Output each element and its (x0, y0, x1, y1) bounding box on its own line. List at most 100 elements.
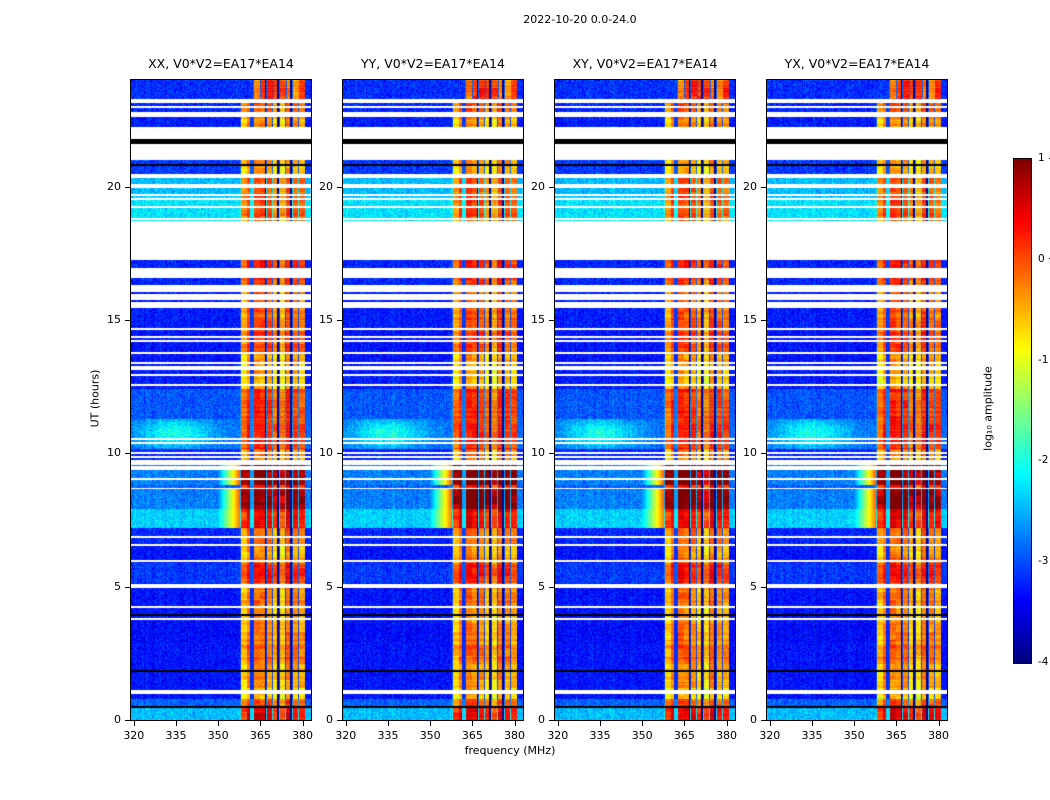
x-tick (600, 721, 601, 726)
x-tick (769, 721, 771, 726)
colorbar-label: log₁₀ amplitude (981, 366, 995, 451)
x-tick (726, 721, 728, 726)
y-tick (337, 320, 342, 321)
panel-yx: YX, V0*V2=EA17*EA14 0 5 10 15 20 320 335 350 365 3… (743, 56, 949, 742)
x-tick (345, 721, 347, 726)
colorbar-tick-label: 0 (1038, 252, 1050, 266)
y-tick-label: 20 (743, 179, 757, 193)
y-axis-label: UT (hours) (88, 369, 102, 428)
y-tick (125, 453, 130, 455)
spectrogram-canvas (767, 80, 947, 720)
y-tick-label: 0 (114, 713, 121, 726)
x-tick-label: 350 (419, 729, 441, 742)
x-tick (133, 721, 135, 726)
x-tick (514, 721, 516, 726)
y-tick (125, 186, 130, 188)
colorbar-tick-label: -2 (1038, 454, 1049, 467)
x-tick-label: 350 (207, 729, 229, 742)
spectrogram-frame (342, 79, 524, 721)
y-tick (549, 186, 554, 188)
x-tick (302, 721, 304, 726)
figure-title: 2022-10-20 0.0-24.0 (523, 13, 637, 26)
y-tick-label: 10 (107, 446, 121, 460)
x-tick-label: 335 (165, 729, 187, 742)
x-tick (684, 721, 686, 726)
x-tick-label: 380 (292, 729, 314, 742)
colorbar-tick-label: 1 (1038, 151, 1050, 165)
y-tick (549, 453, 554, 455)
y-tick-label: 15 (743, 313, 757, 326)
x-tick (642, 721, 644, 726)
panel-yy: YY, V0*V2=EA17*EA14 0 5 10 15 20 320 335 350 365 3… (319, 56, 525, 742)
x-tick-label: 335 (377, 729, 399, 742)
colorbar-tick-label: -3 (1038, 555, 1049, 568)
panel-xx: XX, V0*V2=EA17*EA14 0 5 10 15 20 320 335 350 365 3… (107, 56, 313, 742)
x-tick-label: 365 (885, 729, 907, 742)
x-tick-label: 365 (249, 729, 271, 742)
x-tick-label: 320 (759, 729, 781, 742)
x-tick-label: 380 (928, 729, 950, 742)
x-tick (812, 721, 813, 726)
y-tick (125, 586, 130, 588)
panel-title: YY, V0*V2=EA17*EA14 (361, 56, 505, 71)
x-tick (472, 721, 474, 726)
y-tick-label: 15 (531, 313, 545, 326)
y-tick (549, 720, 554, 721)
colorbar-gradient (1013, 158, 1032, 664)
y-tick (125, 720, 130, 721)
spectrogram-canvas (555, 80, 735, 720)
y-tick-label: 0 (538, 713, 545, 726)
y-tick (337, 586, 342, 588)
panel-xy: XY, V0*V2=EA17*EA14 0 5 10 15 20 320 335 350 365 3… (531, 56, 737, 742)
x-tick-label: 365 (461, 729, 483, 742)
y-tick-label: 15 (107, 313, 121, 326)
y-tick-label: 5 (114, 579, 121, 593)
x-tick (557, 721, 559, 726)
spectrogram-canvas (131, 80, 311, 720)
y-tick (761, 720, 766, 721)
x-tick (388, 721, 389, 726)
x-tick-label: 380 (504, 729, 526, 742)
x-tick-label: 350 (843, 729, 865, 742)
y-tick-label: 0 (750, 713, 757, 726)
y-tick (761, 453, 766, 455)
y-tick-label: 20 (319, 179, 333, 193)
y-tick (761, 320, 766, 321)
spectrogram-frame (554, 79, 736, 721)
y-tick (761, 586, 766, 588)
y-tick-label: 20 (531, 179, 545, 193)
x-tick (218, 721, 220, 726)
panel-title: XX, V0*V2=EA17*EA14 (148, 56, 294, 71)
panel-title: YX, V0*V2=EA17*EA14 (784, 56, 930, 71)
y-tick (337, 720, 342, 721)
x-tick (938, 721, 940, 726)
y-tick-label: 15 (319, 313, 333, 326)
panel-title: XY, V0*V2=EA17*EA14 (572, 56, 718, 71)
y-tick (337, 453, 342, 455)
x-tick (176, 721, 177, 726)
x-axis-label: frequency (MHz) (464, 744, 556, 757)
x-tick (896, 721, 898, 726)
y-tick-label: 10 (531, 446, 545, 460)
x-tick-label: 320 (335, 729, 357, 742)
y-tick-label: 5 (538, 579, 545, 593)
colorbar-tick-label: -1 (1038, 353, 1049, 366)
x-tick (260, 721, 262, 726)
x-tick-label: 350 (631, 729, 653, 742)
colorbar: 1 0 -1 -2 -3 -4 (1013, 152, 1050, 668)
x-tick (854, 721, 856, 726)
x-tick-label: 335 (801, 729, 823, 742)
y-tick-label: 5 (326, 579, 333, 593)
y-tick-label: 20 (107, 179, 121, 193)
y-tick (549, 586, 554, 588)
x-tick-label: 335 (589, 729, 611, 742)
colorbar-tick-dash (1048, 258, 1050, 260)
spectrogram-frame (130, 79, 312, 721)
y-tick-label: 0 (326, 713, 333, 726)
y-tick (125, 320, 130, 321)
y-tick (761, 186, 766, 188)
x-tick-label: 380 (716, 729, 738, 742)
x-tick-label: 320 (547, 729, 569, 742)
x-tick-label: 365 (673, 729, 695, 742)
